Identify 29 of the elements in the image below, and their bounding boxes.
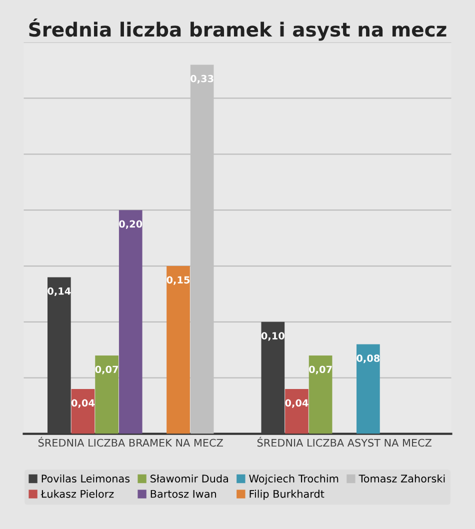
data-label: 0,07 — [95, 366, 118, 374]
data-label: 0,10 — [261, 332, 284, 341]
legend-label: Sławomir Duda — [150, 474, 228, 483]
bar — [71, 389, 95, 434]
bar — [118, 210, 142, 434]
bar — [166, 266, 190, 434]
legend-label: Povilas Leimonas — [42, 474, 130, 483]
bar — [95, 355, 118, 434]
data-label: 0,04 — [285, 399, 308, 408]
data-label: 0,07 — [309, 366, 332, 374]
x-tick-label: ŚREDNIA LICZBA BRAMEK NA MECZ — [38, 436, 223, 447]
bar — [356, 344, 380, 434]
legend-label: Bartosz Iwan — [150, 490, 216, 498]
data-label: 0,20 — [119, 220, 142, 229]
bar — [308, 355, 332, 434]
bar — [261, 322, 285, 434]
data-label: 0,33 — [190, 74, 214, 84]
legend-label: Filip Burkhardt — [250, 490, 324, 500]
data-label: 0,04 — [71, 399, 95, 408]
chart-title: Średnia liczba bramek i asyst na mecz — [29, 18, 446, 41]
x-tick-label: ŚREDNIA LICZBA ASYST NA MECZ — [257, 436, 432, 447]
legend-label: Tomasz Zahorski — [358, 474, 445, 483]
bar — [48, 277, 71, 434]
data-label: 0,14 — [48, 287, 71, 296]
data-label: 0,15 — [166, 276, 190, 285]
legend-label: Wojciech Trochim — [249, 474, 338, 485]
legend-label: Łukasz Pielorz — [40, 490, 114, 498]
bar — [285, 389, 308, 434]
data-label: 0,08 — [356, 354, 380, 364]
